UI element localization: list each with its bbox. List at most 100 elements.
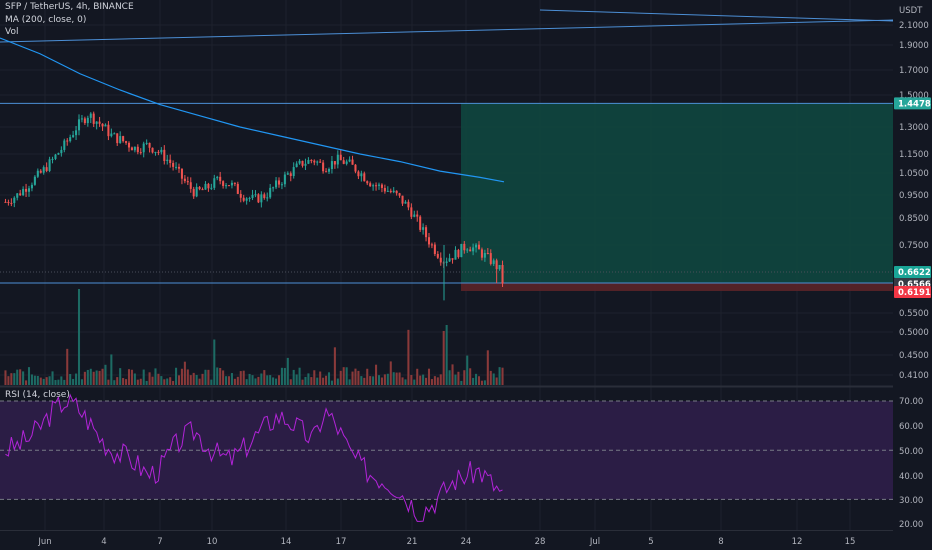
candle-body[interactable]: [207, 183, 210, 189]
candle-body[interactable]: [395, 190, 398, 194]
candle-body[interactable]: [263, 194, 266, 199]
candle-body[interactable]: [48, 159, 51, 171]
candle-body[interactable]: [72, 135, 75, 138]
candle-body[interactable]: [101, 123, 104, 127]
candle-body[interactable]: [175, 166, 178, 168]
candle-body[interactable]: [354, 164, 357, 172]
candle-body[interactable]: [19, 193, 22, 196]
candle-body[interactable]: [469, 249, 472, 252]
candle-body[interactable]: [260, 194, 263, 203]
candle-body[interactable]: [39, 170, 42, 173]
candle-body[interactable]: [277, 180, 281, 185]
candle-body[interactable]: [407, 201, 410, 208]
candle-body[interactable]: [475, 244, 478, 248]
candle-body[interactable]: [257, 194, 260, 203]
candle-body[interactable]: [436, 253, 439, 258]
candle-body[interactable]: [222, 181, 225, 186]
candle-body[interactable]: [25, 188, 28, 192]
rsi-pane[interactable]: [0, 393, 893, 522]
candle-body[interactable]: [345, 161, 348, 164]
candle-body[interactable]: [477, 244, 481, 250]
candle-body[interactable]: [322, 162, 325, 172]
candle-body[interactable]: [69, 137, 72, 142]
candle-body[interactable]: [445, 261, 448, 263]
candle-body[interactable]: [201, 189, 204, 191]
candle-body[interactable]: [13, 197, 16, 204]
candle-body[interactable]: [330, 161, 333, 170]
candle-body[interactable]: [339, 154, 342, 161]
candle-body[interactable]: [27, 188, 31, 192]
rsi-legend[interactable]: RSI (14, close): [5, 390, 70, 400]
candle-body[interactable]: [95, 121, 98, 124]
candle-body[interactable]: [251, 194, 254, 198]
candle-body[interactable]: [316, 161, 319, 163]
candle-body[interactable]: [380, 184, 383, 188]
candle-body[interactable]: [183, 178, 186, 182]
candle-body[interactable]: [54, 154, 57, 159]
candle-body[interactable]: [216, 176, 219, 179]
candle-body[interactable]: [154, 151, 157, 153]
candle-body[interactable]: [480, 249, 483, 258]
symbol-legend[interactable]: SFP / TetherUS, 4h, BINANCE: [5, 2, 134, 12]
candle-body[interactable]: [45, 167, 48, 171]
candle-body[interactable]: [404, 201, 407, 204]
candle-body[interactable]: [236, 183, 239, 194]
candle-body[interactable]: [416, 214, 419, 217]
candle-body[interactable]: [325, 171, 328, 173]
candle-body[interactable]: [283, 174, 286, 185]
candle-body[interactable]: [348, 159, 351, 162]
candle-body[interactable]: [319, 161, 322, 163]
candle-body[interactable]: [195, 186, 198, 197]
candle-body[interactable]: [242, 197, 245, 201]
candle-body[interactable]: [230, 182, 233, 186]
candle-body[interactable]: [33, 176, 36, 185]
candle-body[interactable]: [377, 184, 381, 186]
candle-body[interactable]: [386, 190, 389, 192]
candle-body[interactable]: [448, 258, 451, 262]
candle-body[interactable]: [369, 183, 372, 187]
candle-body[interactable]: [233, 182, 236, 184]
candle-body[interactable]: [127, 142, 131, 148]
candle-body[interactable]: [269, 187, 272, 198]
candle-body[interactable]: [289, 173, 292, 176]
candle-body[interactable]: [113, 133, 116, 135]
candle-body[interactable]: [427, 237, 431, 245]
candle-body[interactable]: [398, 193, 401, 196]
candle-body[interactable]: [422, 227, 425, 230]
candle-body[interactable]: [454, 249, 457, 260]
candle-body[interactable]: [227, 185, 231, 187]
candle-body[interactable]: [304, 163, 307, 166]
candle-body[interactable]: [245, 198, 248, 201]
candle-body[interactable]: [122, 136, 125, 142]
candle-body[interactable]: [392, 190, 395, 193]
candle-body[interactable]: [30, 184, 33, 189]
candle-body[interactable]: [60, 149, 63, 154]
candle-body[interactable]: [501, 264, 504, 284]
candle-body[interactable]: [425, 227, 428, 238]
candle-body[interactable]: [463, 243, 466, 251]
candle-body[interactable]: [295, 163, 298, 168]
candle-body[interactable]: [401, 195, 404, 204]
candle-body[interactable]: [492, 260, 495, 264]
candle-body[interactable]: [186, 181, 189, 183]
candle-body[interactable]: [16, 193, 19, 198]
candle-body[interactable]: [351, 159, 354, 165]
volume-legend[interactable]: Vol: [5, 27, 19, 37]
candle-body[interactable]: [177, 166, 181, 169]
candle-body[interactable]: [342, 160, 345, 164]
candle-body[interactable]: [145, 142, 148, 144]
candle-body[interactable]: [192, 188, 195, 197]
candle-body[interactable]: [180, 168, 183, 179]
candle-body[interactable]: [80, 118, 83, 120]
candle-body[interactable]: [36, 170, 39, 177]
candle-body[interactable]: [483, 253, 486, 258]
candle-body[interactable]: [489, 253, 492, 264]
candle-body[interactable]: [7, 202, 10, 204]
candle-body[interactable]: [104, 124, 107, 127]
candle-body[interactable]: [77, 119, 81, 131]
candle-body[interactable]: [272, 187, 275, 189]
candle-body[interactable]: [42, 167, 45, 173]
candle-body[interactable]: [133, 146, 136, 151]
candle-body[interactable]: [142, 143, 145, 153]
